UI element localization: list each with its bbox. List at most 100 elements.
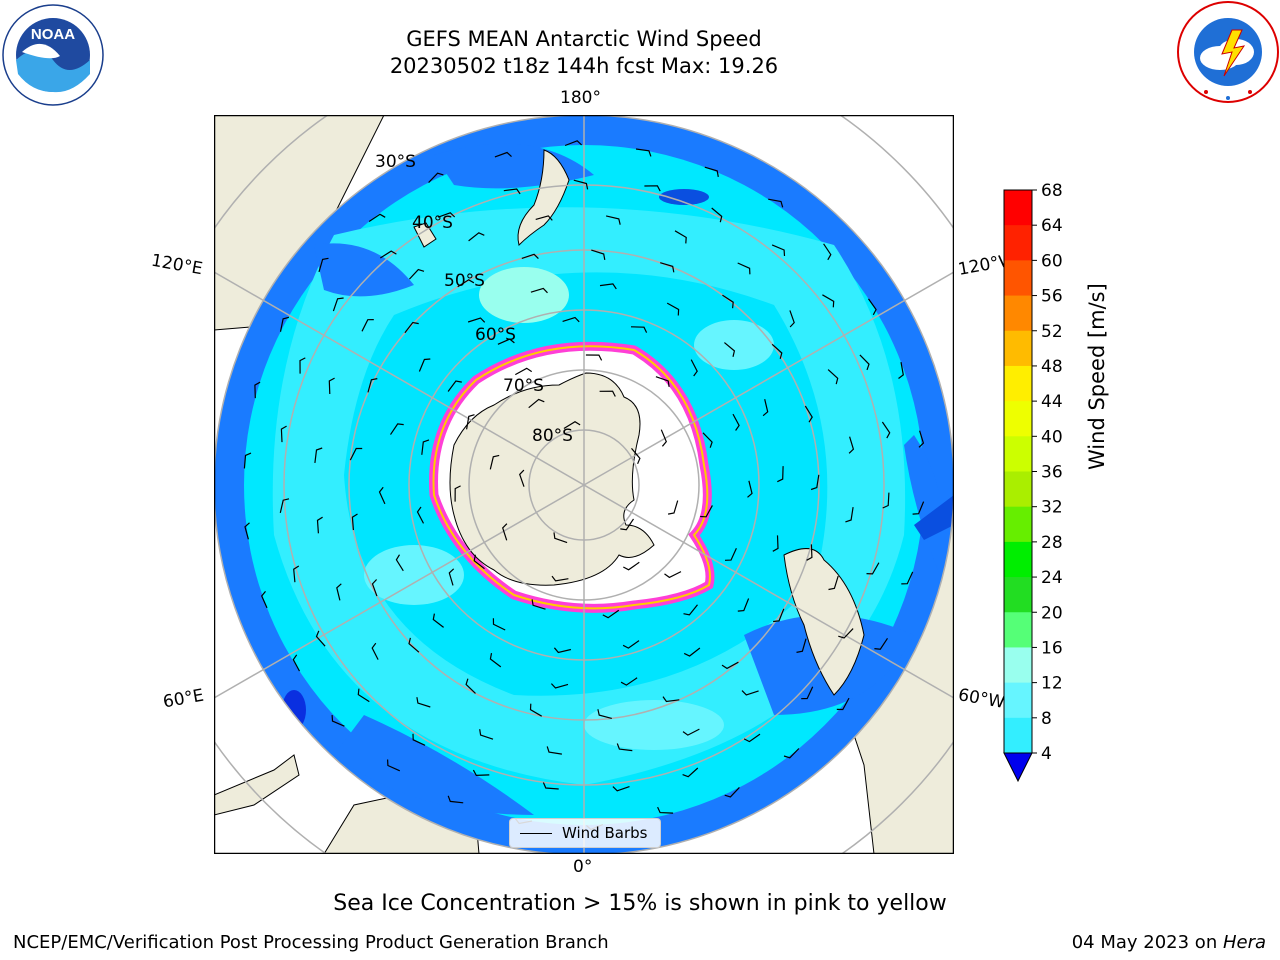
wind-barb xyxy=(472,769,490,777)
colorbar-tick-label: 48 xyxy=(1041,357,1063,377)
lon-label-60e: 60°E xyxy=(161,685,206,713)
wind-barb xyxy=(367,378,378,393)
wind-barb xyxy=(602,609,620,619)
lon-label-180: 180° xyxy=(560,88,601,108)
wind-barb xyxy=(845,507,854,523)
wind-barb xyxy=(616,743,633,752)
wind-barb xyxy=(682,728,700,736)
wind-barb xyxy=(502,523,508,541)
colorbar-tick-label: 4 xyxy=(1041,744,1052,764)
sea-ice-caption: Sea Ice Concentration > 15% is shown in … xyxy=(333,891,947,916)
wind-barb xyxy=(437,212,456,218)
wind-barb xyxy=(724,786,740,798)
wind-barb xyxy=(822,294,835,308)
wind-barb xyxy=(432,613,444,628)
wind-barb xyxy=(332,297,344,312)
wind-barb xyxy=(683,647,701,657)
colorbar-swatch xyxy=(1004,295,1032,332)
wind-barb xyxy=(874,637,889,650)
wind-barb xyxy=(623,561,640,571)
wind-barb xyxy=(395,554,404,572)
wind-barb xyxy=(331,715,345,727)
wind-barb xyxy=(644,185,661,192)
colorbar-swatch xyxy=(1004,577,1032,613)
wind-barb xyxy=(573,179,589,190)
wind-barb xyxy=(454,485,461,502)
colorbar-tick-label: 40 xyxy=(1041,427,1063,447)
chart-subtitle: 20230502 t18z 144h fcst Max: 19.26 xyxy=(389,54,779,78)
lat-label-50s: 50°S xyxy=(444,271,485,291)
colorbar-tick-label: 20 xyxy=(1041,603,1063,623)
wind-barb xyxy=(562,316,580,323)
wind-barb xyxy=(530,287,548,294)
wind-barb xyxy=(912,501,925,515)
wind-barb xyxy=(682,767,699,778)
wind-barb xyxy=(662,696,680,703)
footer-date: 04 May 2023 on Hera xyxy=(1072,932,1266,953)
noaa-logo-text: NOAA xyxy=(31,26,75,43)
wind-barb xyxy=(804,405,813,423)
lon-label-0: 0° xyxy=(573,857,593,877)
wind-barb xyxy=(605,215,621,225)
colorbar-swatch xyxy=(1004,541,1032,578)
lon-label-120e: 120°E xyxy=(149,250,205,280)
wind-barb xyxy=(747,480,753,498)
lat-label-30s: 30°S xyxy=(375,152,416,172)
colorbar-tick-label: 60 xyxy=(1041,251,1063,271)
wind-barb xyxy=(599,390,616,397)
footer-machine: Hera xyxy=(1222,932,1266,953)
noaa-logo: NOAA xyxy=(2,4,104,106)
colorbar-label: Wind Speed [m/s] xyxy=(1085,283,1109,470)
wind-barb xyxy=(387,759,401,772)
wind-barb xyxy=(351,513,358,531)
wind-barb xyxy=(457,279,475,288)
wind-barb xyxy=(551,575,569,582)
colorbar-swatch xyxy=(1004,401,1032,437)
wind-barb xyxy=(492,618,506,631)
lat-label-40s: 40°S xyxy=(412,213,453,233)
colorbar-swatch xyxy=(1004,506,1032,543)
wind-barb xyxy=(553,532,568,544)
wind-barb xyxy=(881,421,891,439)
wind-barb xyxy=(448,568,455,586)
wind-barb xyxy=(772,535,779,552)
wind-barb xyxy=(810,474,820,491)
wind-barb xyxy=(244,522,250,540)
wind-barb xyxy=(515,367,533,376)
colorbar-under-triangle xyxy=(1003,752,1033,783)
chart-title: GEFS MEAN Antarctic Wind Speed xyxy=(406,27,762,51)
wind-barb xyxy=(292,654,301,672)
wind-barb xyxy=(918,430,925,448)
wind-barb xyxy=(777,466,784,483)
wind-barb xyxy=(724,342,736,357)
colorbar-swatch xyxy=(1004,717,1032,754)
wind-barb-legend-line xyxy=(520,832,552,834)
wind-barb xyxy=(771,343,783,359)
wind-barb xyxy=(328,377,335,395)
wind-barb xyxy=(667,500,679,515)
colorbar-tick-label: 32 xyxy=(1041,498,1063,518)
colorbar-tick-label: 28 xyxy=(1041,533,1063,553)
colorbar-tick-label: 24 xyxy=(1041,568,1063,588)
wind-barb xyxy=(848,436,855,454)
wind-barb xyxy=(743,733,761,743)
wind-barb xyxy=(371,579,378,597)
wind-barb xyxy=(737,262,751,275)
wind-barb xyxy=(836,697,850,711)
wind-barb xyxy=(494,151,512,158)
wind-barb xyxy=(316,516,323,534)
wind-barb xyxy=(550,683,569,689)
wind-barb xyxy=(620,518,634,531)
wind-barb xyxy=(535,215,553,221)
wind-barb xyxy=(390,423,404,435)
wind-barb xyxy=(528,398,545,409)
wind-barb xyxy=(702,432,713,448)
wind-barb xyxy=(519,469,525,487)
wind-barb xyxy=(447,795,464,804)
wind-barb xyxy=(553,647,572,654)
wind-barb xyxy=(416,506,425,524)
lat-label-70s: 70°S xyxy=(503,376,544,396)
wind-barb xyxy=(418,358,431,372)
wind-barb xyxy=(408,637,420,653)
